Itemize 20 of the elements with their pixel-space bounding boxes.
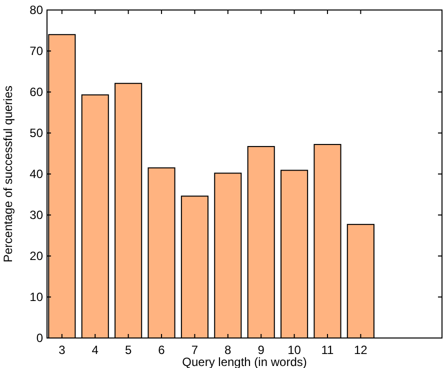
y-tick-label: 30 [30, 208, 44, 222]
y-tick-label: 60 [30, 85, 44, 99]
x-tick-label: 5 [124, 343, 132, 357]
y-tick-label: 10 [30, 290, 44, 304]
x-tick-label: 6 [158, 343, 166, 357]
x-tick-label: 8 [224, 343, 232, 357]
y-tick-label: 80 [30, 3, 44, 17]
x-tick-label: 4 [92, 343, 99, 357]
y-axis-title: Percentage of successful queries [1, 86, 15, 262]
x-tick-label: 9 [258, 343, 265, 357]
y-tick-label: 20 [30, 249, 44, 263]
x-tick-label: 3 [58, 343, 66, 357]
y-tick-label: 50 [30, 126, 44, 140]
x-tick-label: 7 [191, 343, 198, 357]
y-tick-label: 0 [36, 331, 44, 345]
y-tick-label: 40 [30, 167, 44, 181]
x-tick-label: 11 [321, 343, 334, 357]
x-tick-label: 12 [354, 343, 368, 357]
x-tick-label: 10 [288, 343, 302, 357]
y-tick-label: 70 [30, 44, 44, 58]
